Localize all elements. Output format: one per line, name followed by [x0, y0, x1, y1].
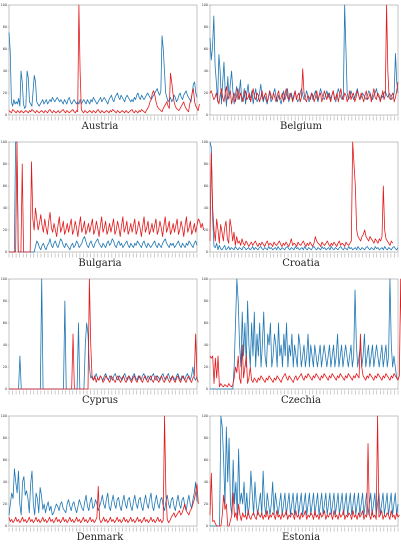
- series-line-red: [209, 141, 394, 247]
- series-line-blue: [9, 278, 198, 390]
- plot-frame: [209, 415, 399, 527]
- y-tick-label: 20: [3, 91, 7, 95]
- y-tick-label: 60: [204, 47, 208, 51]
- y-tick-label: 60: [3, 184, 7, 188]
- y-tick-label: 100: [202, 3, 208, 7]
- y-tick-label: 60: [3, 321, 7, 325]
- panel-caption: Cyprus: [81, 395, 119, 406]
- y-tick-label: 40: [3, 343, 7, 347]
- y-tick-label: 40: [3, 480, 7, 484]
- chart-panel-croatia: 0 20 40 60 80 100 Croatia: [201, 137, 401, 274]
- y-tick-label: 100: [1, 277, 7, 281]
- y-tick-label: 80: [3, 299, 7, 303]
- chart-panel-bulgaria: 0 20 40 60 80 100 Bulgaria: [0, 137, 205, 274]
- panel-caption: Belgium: [280, 121, 322, 132]
- series-line-blue: [8, 32, 198, 109]
- chart-panel-estonia: 0 20 40 60 80 100 Estonia: [201, 411, 401, 548]
- chart-panel-denmark: 0 20 40 60 80 100 Denmark: [0, 411, 200, 548]
- panel-caption: Bulgaria: [78, 258, 122, 269]
- y-tick-label: 60: [204, 458, 208, 462]
- y-tick-label: 20: [204, 91, 208, 95]
- y-tick-label: 80: [3, 162, 7, 166]
- y-tick-label: 100: [1, 3, 7, 7]
- chart-svg: 0 20 40 60 80 100: [1, 414, 199, 532]
- panel-caption: Croatia: [282, 258, 320, 269]
- y-tick-label: 60: [204, 321, 208, 325]
- y-tick-label: 80: [204, 299, 208, 303]
- y-tick-label: 80: [204, 162, 208, 166]
- y-tick-label: 40: [3, 69, 7, 73]
- y-tick-label: 80: [3, 25, 7, 29]
- chart-svg: 0 20 40 60 80 100: [202, 414, 400, 532]
- series-line-red: [9, 141, 205, 253]
- series-line-blue: [210, 278, 398, 390]
- y-tick-label: 60: [3, 458, 7, 462]
- series-line-red: [209, 4, 399, 105]
- chart-svg: 0 20 40 60 80 100: [1, 3, 200, 121]
- y-tick-label: 0: [206, 387, 208, 391]
- y-tick-label: 40: [204, 343, 208, 347]
- y-tick-label: 80: [204, 436, 208, 440]
- panel-caption: Czechia: [280, 395, 322, 406]
- chart-svg: 0 20 40 60 80 100: [1, 277, 199, 395]
- y-tick-label: 20: [3, 365, 7, 369]
- y-tick-label: 100: [202, 414, 208, 418]
- chart-panel-cyprus: 0 20 40 60 80 100 Cyprus: [0, 274, 200, 411]
- series-line-red: [209, 278, 401, 388]
- y-tick-label: 40: [204, 69, 208, 73]
- y-tick-label: 0: [206, 250, 208, 254]
- y-tick-label: 40: [204, 480, 208, 484]
- chart-svg: 0 20 40 60 80 100: [202, 3, 399, 121]
- panel-caption: Austria: [81, 121, 119, 132]
- y-tick-label: 0: [206, 113, 208, 117]
- series-line-blue: [210, 415, 399, 527]
- plot-frame: [209, 4, 399, 116]
- panel-caption: Estonia: [281, 532, 321, 543]
- series-line-blue: [9, 141, 198, 253]
- series-line-blue: [209, 141, 399, 251]
- series-line-blue: [8, 468, 198, 516]
- y-tick-label: 0: [5, 387, 7, 391]
- y-tick-label: 20: [204, 228, 208, 232]
- plot-frame: [8, 141, 198, 253]
- y-tick-label: 60: [3, 47, 7, 51]
- chart-svg: 0 20 40 60 80 100: [1, 140, 205, 258]
- chart-svg: 0 20 40 60 80 100: [202, 140, 399, 258]
- y-tick-label: 40: [204, 206, 208, 210]
- y-tick-label: 20: [3, 502, 7, 506]
- y-tick-label: 20: [3, 228, 7, 232]
- y-tick-label: 80: [204, 25, 208, 29]
- series-line-blue: [209, 4, 399, 107]
- panel-caption: Denmark: [76, 532, 124, 543]
- y-tick-label: 0: [5, 524, 7, 528]
- y-tick-label: 20: [204, 502, 208, 506]
- y-tick-label: 60: [204, 184, 208, 188]
- y-tick-label: 40: [3, 206, 7, 210]
- chart-panel-austria: 0 20 40 60 80 100 Austria: [0, 0, 200, 137]
- chart-svg: 0 20 40 60 80 100: [202, 277, 401, 395]
- y-tick-label: 0: [5, 250, 7, 254]
- plot-frame: [8, 278, 198, 390]
- y-tick-label: 80: [3, 436, 7, 440]
- y-tick-label: 100: [1, 414, 7, 418]
- plot-frame: [8, 415, 198, 527]
- series-line-red: [209, 415, 400, 527]
- plot-frame: [8, 4, 198, 116]
- y-tick-label: 100: [202, 140, 208, 144]
- y-tick-label: 100: [202, 277, 208, 281]
- plot-frame: [209, 278, 399, 390]
- y-tick-label: 20: [204, 365, 208, 369]
- series-line-red: [8, 415, 199, 524]
- y-tick-label: 0: [5, 113, 7, 117]
- chart-panel-czechia: 0 20 40 60 80 100 Czechia: [201, 274, 401, 411]
- series-line-red: [9, 278, 199, 390]
- series-line-red: [8, 4, 200, 114]
- y-tick-label: 0: [206, 524, 208, 528]
- y-tick-label: 100: [1, 140, 7, 144]
- plot-frame: [209, 141, 399, 253]
- chart-panel-belgium: 0 20 40 60 80 100 Belgium: [201, 0, 401, 137]
